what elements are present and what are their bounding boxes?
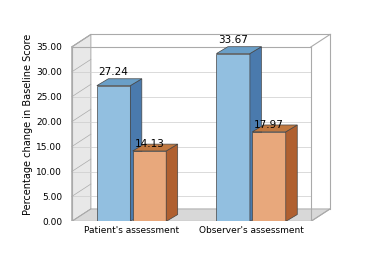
Polygon shape xyxy=(133,144,178,151)
Polygon shape xyxy=(72,209,330,221)
Text: 17.97: 17.97 xyxy=(254,120,284,130)
Bar xyxy=(97,86,130,221)
Polygon shape xyxy=(286,125,297,221)
Polygon shape xyxy=(252,125,297,132)
Polygon shape xyxy=(217,47,262,53)
Polygon shape xyxy=(97,79,142,86)
Bar xyxy=(217,53,250,221)
Polygon shape xyxy=(130,79,142,221)
Bar xyxy=(133,151,166,221)
Polygon shape xyxy=(250,47,262,221)
Polygon shape xyxy=(72,35,91,221)
Bar xyxy=(252,132,286,221)
Y-axis label: Percentage change in Baseline Score: Percentage change in Baseline Score xyxy=(23,33,33,215)
Text: 27.24: 27.24 xyxy=(99,67,129,77)
Text: 14.13: 14.13 xyxy=(135,140,164,150)
Polygon shape xyxy=(166,144,178,221)
Text: 33.67: 33.67 xyxy=(218,35,248,45)
